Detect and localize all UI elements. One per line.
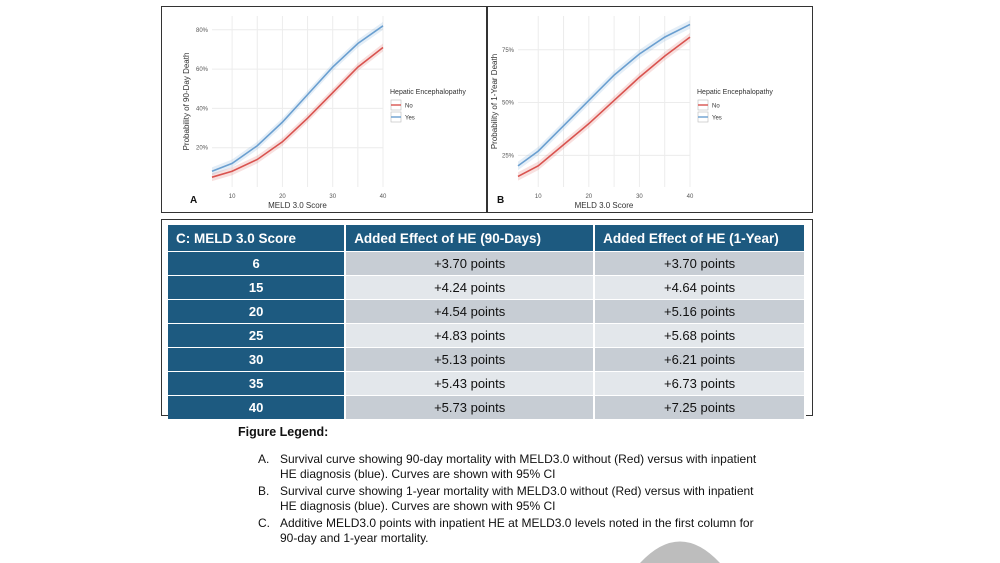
chart-a-x-tick-label: 30 <box>329 194 336 200</box>
chart-a-legend-label-no: No <box>405 104 413 110</box>
chart-panel-a: 10 20 30 40 20% 40% 60% 80% MELD 3.0 Score Probab… <box>161 6 487 213</box>
table-header-1year: Added Effect of HE (1-Year) <box>595 225 806 251</box>
chart-b-y-tick-label: 25% <box>502 153 515 159</box>
chart-a-series-line-yes <box>211 25 384 173</box>
table-cell-meld: 6 <box>168 251 347 275</box>
chart-a-y-axis-label: Probability of 90-Day Death <box>182 53 191 151</box>
chart-a-x-tick-label: 40 <box>380 194 387 200</box>
chart-b-series-line-no <box>517 36 691 178</box>
table-cell-meld: 35 <box>168 371 347 395</box>
chart-b-y-tick-label: 50% <box>502 101 515 107</box>
table-row: 20 +4.54 points +5.16 points <box>168 299 806 323</box>
chart-a-legend-title: Hepatic Encephalopathy <box>390 89 466 96</box>
chart-b-x-tick-label: 40 <box>687 194 694 200</box>
table-row: 25 +4.83 points +5.68 points <box>168 323 806 347</box>
table-cell-90day: +5.73 points <box>346 395 596 419</box>
chart-b-legend-label-yes: Yes <box>712 116 722 122</box>
chart-b-ci-band-no <box>518 32 690 181</box>
table-body: 6 +3.70 points +3.70 points 15 +4.24 points +… <box>168 251 806 419</box>
table-cell-meld: 40 <box>168 395 347 419</box>
table-cell-90day: +5.13 points <box>346 347 596 371</box>
table-cell-1year: +4.64 points <box>595 275 806 299</box>
chart-b-y-axis-label: Probability of 1-Year Death <box>490 54 499 149</box>
table-cell-90day: +5.43 points <box>346 371 596 395</box>
legend-item-b: B. Survival curve showing 1-year mortali… <box>258 484 758 514</box>
legend-item-a: A. Survival curve showing 90-day mortali… <box>258 452 758 482</box>
chart-b-ci-band-yes <box>518 20 690 171</box>
table-row: 40 +5.73 points +7.25 points <box>168 395 806 419</box>
legend-marker-a: A. <box>258 452 270 466</box>
table-cell-1year: +5.16 points <box>595 299 806 323</box>
legend-item-c: C. Additive MELD3.0 points with inpatien… <box>258 516 758 546</box>
table-cell-90day: +4.24 points <box>346 275 596 299</box>
chart-a-ci-band-no <box>212 43 383 182</box>
table-cell-1year: +6.73 points <box>595 371 806 395</box>
meld-table-panel: C: MELD 3.0 Score Added Effect of HE (90… <box>161 219 813 419</box>
chart-a-x-tick-label: 20 <box>279 194 286 200</box>
table-cell-meld: 30 <box>168 347 347 371</box>
table-row: 15 +4.24 points +4.64 points <box>168 275 806 299</box>
table-cell-90day: +3.70 points <box>346 251 596 275</box>
decorative-gray-shape <box>640 541 720 563</box>
table-cell-90day: +4.83 points <box>346 323 596 347</box>
panel-label-a: A <box>190 195 198 206</box>
chart-a-legend: Hepatic Encephalopathy No Yes <box>390 89 466 123</box>
table-header-row: C: MELD 3.0 Score Added Effect of HE (90… <box>168 225 806 251</box>
table-header-meld: C: MELD 3.0 Score <box>168 225 347 251</box>
meld-table: C: MELD 3.0 Score Added Effect of HE (90… <box>168 225 806 419</box>
chart-b-legend-label-no: No <box>712 104 720 110</box>
table-cell-meld: 15 <box>168 275 347 299</box>
chart-b-y-tick-label: 75% <box>502 48 515 54</box>
table-cell-1year: +5.68 points <box>595 323 806 347</box>
chart-a-svg: 10 20 30 40 20% 40% 60% 80% MELD 3.0 Score Probab… <box>182 16 466 210</box>
chart-a-x-tick-label: 10 <box>229 194 236 200</box>
table-header-90day: Added Effect of HE (90-Days) <box>346 225 596 251</box>
figure-legend-title: Figure Legend: <box>238 425 329 439</box>
table-cell-1year: +7.25 points <box>595 395 806 419</box>
chart-b-x-tick-label: 30 <box>636 194 643 200</box>
legend-text-b: Survival curve showing 1-year mortality … <box>280 484 754 513</box>
chart-b-x-tick-label: 10 <box>535 194 542 200</box>
legend-marker-b: B. <box>258 484 270 498</box>
chart-b-x-tick-label: 20 <box>585 194 592 200</box>
table-cell-meld: 25 <box>168 323 347 347</box>
table-row: 6 +3.70 points +3.70 points <box>168 251 806 275</box>
chart-a-x-axis-label: MELD 3.0 Score <box>268 201 327 210</box>
chart-b-x-axis-label: MELD 3.0 Score <box>575 201 634 210</box>
chart-a-y-tick-label: 80% <box>196 28 209 34</box>
chart-panel-b: 10 20 30 40 25% 50% 75% MELD 3.0 Score Probabili… <box>487 6 813 213</box>
chart-b-series-line-yes <box>517 23 691 167</box>
chart-a-y-tick-label: 20% <box>196 146 209 152</box>
chart-a-legend-label-yes: Yes <box>405 116 415 122</box>
chart-a-y-tick-label: 60% <box>196 67 209 73</box>
legend-text-a: Survival curve showing 90-day mortality … <box>280 452 757 481</box>
chart-a-y-tick-label: 40% <box>196 106 209 112</box>
legend-marker-c: C. <box>258 516 270 530</box>
chart-b-legend-title: Hepatic Encephalopathy <box>697 89 773 96</box>
chart-b-svg: 10 20 30 40 25% 50% 75% MELD 3.0 Score Probabili… <box>490 16 773 210</box>
table-row: 35 +5.43 points +6.73 points <box>168 371 806 395</box>
legend-text-c: Additive MELD3.0 points with inpatient H… <box>280 516 754 545</box>
figure-legend-list: A. Survival curve showing 90-day mortali… <box>258 452 758 548</box>
table-row: 30 +5.13 points +6.21 points <box>168 347 806 371</box>
panel-label-b: B <box>497 195 505 206</box>
table-cell-1year: +6.21 points <box>595 347 806 371</box>
table-cell-1year: +3.70 points <box>595 251 806 275</box>
table-cell-meld: 20 <box>168 299 347 323</box>
table-cell-90day: +4.54 points <box>346 299 596 323</box>
chart-a-series-line-no <box>211 46 384 178</box>
chart-b-legend: Hepatic Encephalopathy No Yes <box>697 89 773 123</box>
